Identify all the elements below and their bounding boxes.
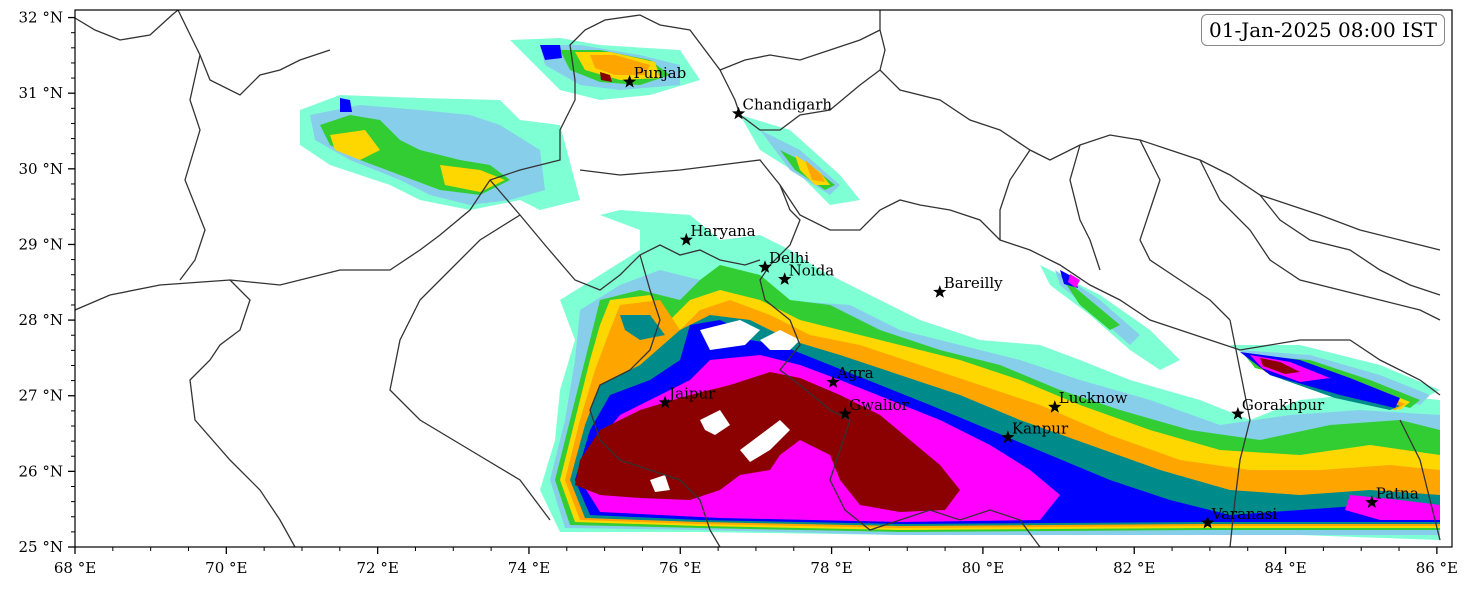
border-lines (75, 10, 1441, 547)
city-star-icon (622, 74, 637, 88)
border-line (589, 254, 721, 547)
city-star-icon (1365, 495, 1379, 508)
border-line (1229, 319, 1251, 547)
border-line (1259, 194, 1441, 296)
x-tick-label: 80 °E (962, 559, 1004, 577)
y-axis: 25 °N 26 °N 27 °N 28 °N 29 °N 30 °N 31 °N 32 °N (19, 9, 75, 556)
city-label: Bareilly (944, 274, 1003, 292)
border-line (1139, 139, 1231, 321)
city-star-icon (1201, 515, 1215, 529)
border-line (829, 419, 1041, 547)
city-label: Haryana (690, 222, 755, 240)
y-tick-label: 29 °N (19, 235, 63, 253)
city-star-icon (1231, 406, 1245, 420)
city-label: Varanasi (1211, 505, 1278, 523)
precipitation-contours (300, 38, 1440, 540)
city-star-icon (658, 395, 672, 409)
contour-gap (650, 320, 800, 492)
y-tick-label: 32 °N (19, 9, 63, 27)
city-label: Chandigarh (743, 96, 833, 114)
x-tick-label: 86 °E (1416, 559, 1458, 577)
city-star-icon (838, 406, 852, 420)
city-label: Punjab (634, 64, 687, 82)
border-line (75, 10, 179, 41)
city-star-icon (933, 285, 947, 298)
city-label: Gwalior (849, 396, 909, 414)
city-label: Noida (789, 261, 835, 279)
city-label: Delhi (769, 249, 809, 267)
border-line (1069, 144, 1101, 271)
border-line (879, 69, 1441, 251)
x-tick-label: 72 °E (356, 559, 398, 577)
city-label: Jaipur (667, 385, 716, 403)
city-star-icon (731, 106, 746, 120)
x-tick-label: 70 °E (205, 559, 247, 577)
city-star-icon (1048, 400, 1062, 413)
border-line (999, 149, 1031, 240)
y-tick-label: 31 °N (19, 84, 63, 102)
x-tick-label: 68 °E (54, 559, 96, 577)
city-star-icon (679, 232, 693, 246)
city-label: Agra (836, 364, 874, 382)
border-line (579, 159, 851, 421)
border-line (779, 184, 1441, 396)
y-tick-label: 25 °N (19, 538, 63, 556)
plot-frame (74, 9, 1453, 548)
contour-level-7 (340, 45, 1440, 524)
x-tick-label: 84 °E (1264, 559, 1306, 577)
x-tick-label: 78 °E (810, 559, 852, 577)
contour-level-9 (575, 72, 1300, 512)
x-tick-label: 76 °E (659, 559, 701, 577)
city-star-icon (758, 260, 772, 273)
contour-level-8 (580, 274, 1440, 522)
border-line (1199, 159, 1441, 321)
border-line (189, 279, 296, 547)
city-star-icon (1001, 430, 1015, 443)
city-label: Lucknow (1059, 389, 1128, 407)
y-tick-label: 27 °N (19, 387, 63, 405)
border-line (1399, 419, 1441, 541)
y-tick-label: 28 °N (19, 311, 63, 329)
city-label: Gorakhpur (1242, 396, 1325, 414)
y-tick-label: 26 °N (19, 462, 63, 480)
y-tick-label: 30 °N (19, 160, 63, 178)
x-axis: 68 °E 70 °E 72 °E 74 °E 76 °E 78 °E 80 °E 82 °E… (54, 547, 1458, 577)
border-line (75, 10, 886, 311)
timestamp-label: 01-Jan-2025 08:00 IST (1201, 14, 1445, 46)
border-line (177, 10, 331, 96)
city-label: Patna (1376, 484, 1419, 502)
x-tick-label: 82 °E (1113, 559, 1155, 577)
city-label: Kanpur (1012, 419, 1069, 437)
x-tick-label: 74 °E (508, 559, 550, 577)
city-star-icon (826, 375, 840, 388)
border-line (389, 214, 551, 521)
city-star-icon (778, 272, 792, 285)
border-line (719, 29, 881, 71)
border-line (179, 54, 206, 281)
